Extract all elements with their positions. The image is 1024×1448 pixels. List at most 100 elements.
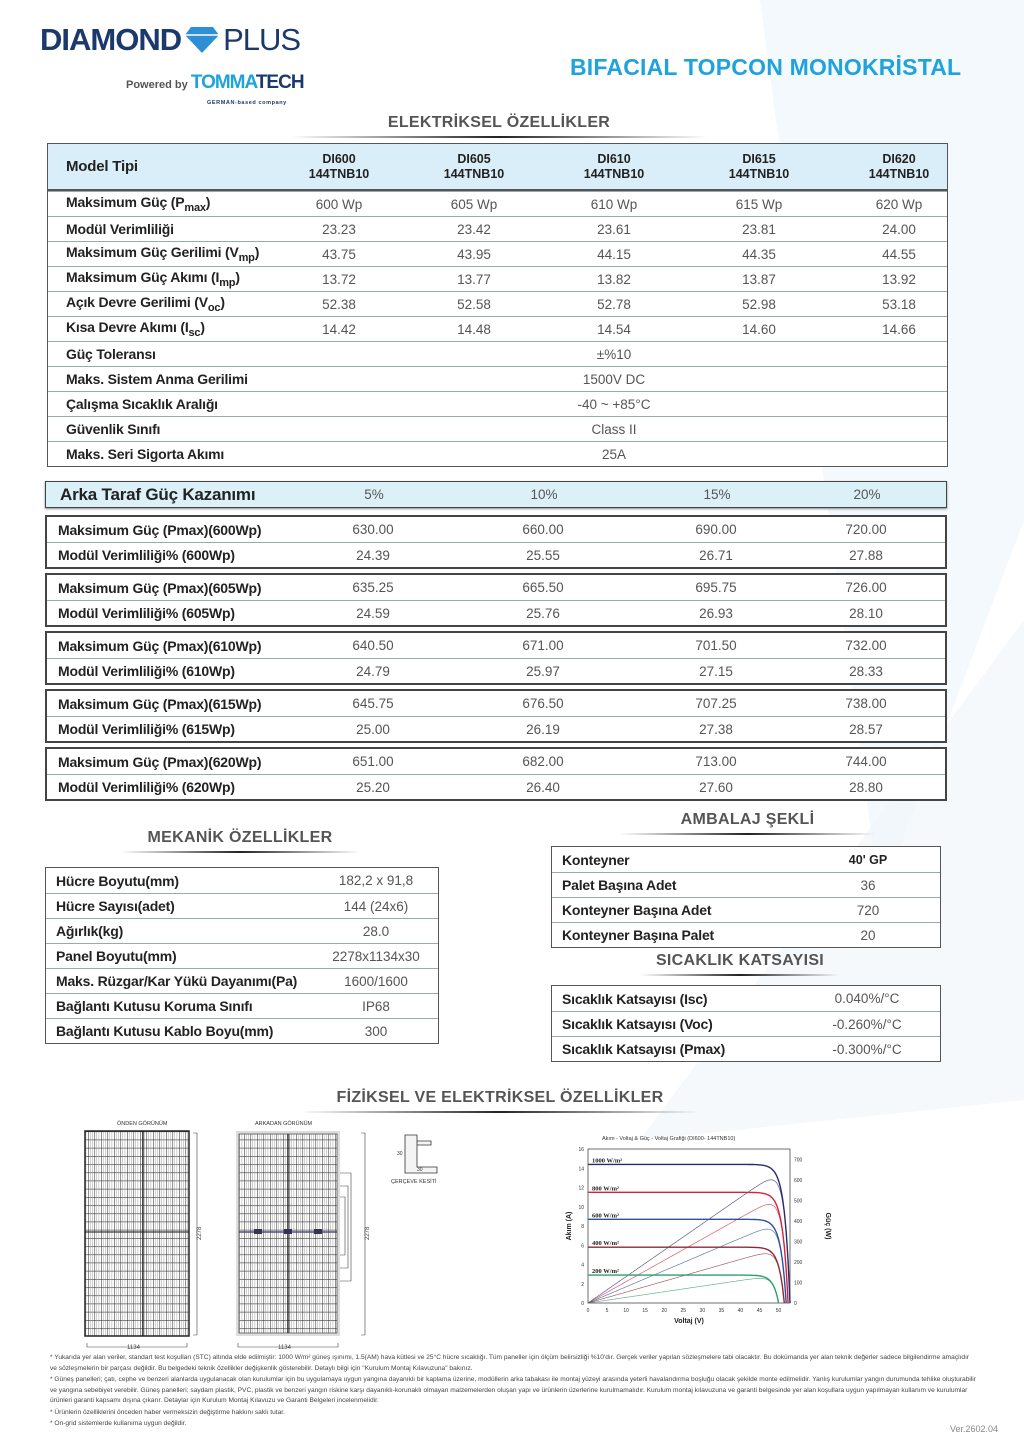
- y-tick-label: 6: [581, 1243, 584, 1249]
- front-width-dim: 1134: [127, 1345, 141, 1350]
- cell-value: 40' GP: [848, 852, 888, 867]
- bifacial-group: Maksimum Güç (Pmax)(600Wp) 630.00 660.00 69…: [45, 515, 947, 569]
- cell-value: 52.98: [742, 296, 776, 312]
- row-label: Maksimum Güç (Pmax)(600Wp): [58, 522, 261, 538]
- cell-value: 23.61: [597, 221, 631, 237]
- footnote: * Ürünlerin özelliklerini önceden haber …: [50, 1408, 285, 1416]
- label-text: Maks. Rüzgar/Kar Yükü Dayanımı(Pa): [56, 973, 298, 989]
- cell-value: 14.54: [597, 321, 631, 337]
- row-label: Maksimum Güç (Pmax)(620Wp): [58, 754, 261, 770]
- gain-value: 5%: [364, 487, 384, 502]
- cell-value: 27.60: [699, 779, 733, 795]
- cell-value: 14.66: [882, 321, 916, 337]
- cell-value: 44.55: [882, 246, 916, 262]
- cell-value: 28.0: [362, 923, 390, 939]
- model-code: 144TNB10: [443, 166, 505, 181]
- table-row: Güç Toleransı ±%10: [48, 341, 947, 366]
- table-header-row: Model Tipi DI600 144TNB10 DI605 144TNB10 DI61…: [48, 144, 947, 191]
- cell-value: 25.97: [526, 663, 560, 679]
- label-text: Sıcaklık Katsayısı (Isc): [562, 990, 708, 1007]
- cell-value: 720: [856, 902, 880, 918]
- row-label: Bağlantı Kutusu Kablo Boyu(mm): [56, 1023, 273, 1039]
- cell-value: 600 Wp: [315, 196, 363, 212]
- cell-value: 732.00: [845, 638, 887, 653]
- row-label: Konteyner Başına Palet: [562, 927, 714, 943]
- label-text: Modül Verimliliği% (615Wp): [58, 721, 235, 737]
- row-label: Maksimum Güç (Pmax)(610Wp): [58, 638, 261, 654]
- series-label: 600 W/m²: [592, 1212, 619, 1219]
- cell-value: 25.76: [526, 605, 560, 621]
- y-tick-label: 2: [581, 1282, 584, 1288]
- x-tick-label: 0: [587, 1308, 590, 1314]
- x-axis-label: Voltaj (V): [674, 1318, 704, 1325]
- model-header: DI610 144TNB10: [584, 152, 644, 182]
- packaging-heading: AMBALAJ ŞEKLİ: [620, 811, 875, 835]
- x-tick-label: 20: [661, 1308, 667, 1314]
- label-suffix: ): [205, 194, 211, 211]
- label-text: Bağlantı Kutusu Kablo Boyu(mm): [56, 1023, 274, 1039]
- cell-value: 13.87: [742, 271, 776, 287]
- table-row: Sıcaklık Katsayısı (Pmax) -0.300%/°C: [552, 1036, 940, 1061]
- footnote: * On-grid sistemlerde kullanıma uygun de…: [50, 1420, 187, 1427]
- cell-value: 24.79: [356, 663, 390, 679]
- label-text: Modül Verimliliği% (605Wp): [58, 605, 235, 621]
- current-curve: [588, 1191, 789, 1304]
- label-text: Sıcaklık Katsayısı (Pmax): [562, 1041, 726, 1057]
- row-label: Açık Devre Gerilimi (Voc): [66, 294, 225, 314]
- cell-value: 645.75: [352, 696, 394, 711]
- cell-value: 24.59: [356, 605, 390, 621]
- y-tick-label: 16: [578, 1147, 584, 1153]
- row-label: Konteyner Başına Adet: [562, 902, 712, 918]
- label-text: Konteyner Başına Adet: [562, 902, 712, 918]
- front-panel: [84, 1130, 190, 1337]
- row-label: Maksimum Güç Akımı (Imp): [66, 269, 240, 289]
- chart-title: Akım - Voltaj & Güç - Voltaj Grafiği (DI…: [602, 1136, 735, 1142]
- bifacial-header-row: Arka Taraf Güç Kazanımı 5% 10% 15% 20%: [46, 482, 946, 507]
- model-name: DI610: [597, 151, 631, 166]
- cell-value: 52.58: [457, 296, 491, 312]
- electrical-table: Model Tipi DI600 144TNB10 DI605 144TNB10 DI61…: [47, 143, 948, 467]
- series-label: 400 W/m²: [592, 1240, 619, 1247]
- cell-value: 28.80: [849, 779, 883, 795]
- cell-value: 144 (24x6): [343, 898, 409, 914]
- label-text: Hücre Sayısı(adet): [56, 898, 175, 914]
- temperature-heading: SICAKLIK KATSAYISI: [640, 952, 840, 976]
- table-row: Modül Verimliliği% (600Wp) 24.39 25.55 26.7…: [47, 542, 945, 567]
- cell-value: 615 Wp: [735, 196, 783, 212]
- cell-value: 610 Wp: [590, 196, 638, 212]
- table-row: Maksimum Güç Akımı (Imp) 13.72 13.77 13.82 1…: [48, 266, 947, 291]
- cell-value: -0.300%/°C: [832, 1041, 902, 1057]
- label-text: Panel Boyutu(mm): [56, 948, 177, 964]
- label-suffix: ): [235, 269, 240, 286]
- table-row: Palet Başına Adet 36: [552, 872, 940, 897]
- label-text: Ağırlık(kg): [56, 923, 124, 939]
- label-text: Modül Verimliliği% (610Wp): [58, 663, 235, 679]
- cell-value: 44.35: [742, 246, 776, 262]
- electrical-heading: ELEKTRİKSEL ÖZELLİKLER: [290, 114, 708, 138]
- row-label: Bağlantı Kutusu Koruma Sınıfı: [56, 998, 253, 1014]
- packaging-table: Konteyner 40' GP Palet Başına Adet 36 Kontey…: [551, 846, 941, 948]
- row-label: Modül Verimliliği% (610Wp): [58, 663, 235, 679]
- label-text: Sıcaklık Katsayısı (Voc): [562, 1016, 713, 1032]
- cell-value: 671.00: [522, 638, 564, 653]
- cell-value: 1500V DC: [582, 371, 646, 387]
- cell-value: 23.23: [322, 221, 356, 237]
- cell-value: 23.81: [742, 221, 776, 237]
- x-tick-label: 25: [681, 1308, 687, 1314]
- label-text: Bağlantı Kutusu Koruma Sınıfı: [56, 998, 253, 1014]
- cell-value: 635.25: [352, 580, 394, 595]
- table-row: Bağlantı Kutusu Kablo Boyu(mm) 300: [46, 1018, 438, 1043]
- cell-value: 52.38: [322, 296, 356, 312]
- label-text: Maksimum Güç (Pmax)(600Wp): [58, 521, 262, 538]
- table-row: Konteyner 40' GP: [552, 847, 940, 872]
- table-row: Modül Verimliliği% (620Wp) 25.20 26.40 27.6…: [47, 774, 945, 799]
- cell-value: 28.57: [849, 721, 883, 737]
- cell-value: 620 Wp: [875, 196, 923, 212]
- table-row: Maksimum Güç Gerilimi (Vmp) 43.75 43.95 44.…: [48, 241, 947, 266]
- cell-value: 300: [364, 1023, 388, 1039]
- x-tick-label: 5: [606, 1308, 609, 1314]
- table-row: Maks. Rüzgar/Kar Yükü Dayanımı(Pa) 1600/1…: [46, 968, 438, 993]
- series-label: 800 W/m²: [592, 1185, 619, 1192]
- front-height-dim: 2278: [197, 1226, 203, 1240]
- table-row: Sıcaklık Katsayısı (Voc) -0.260%/°C: [552, 1011, 940, 1036]
